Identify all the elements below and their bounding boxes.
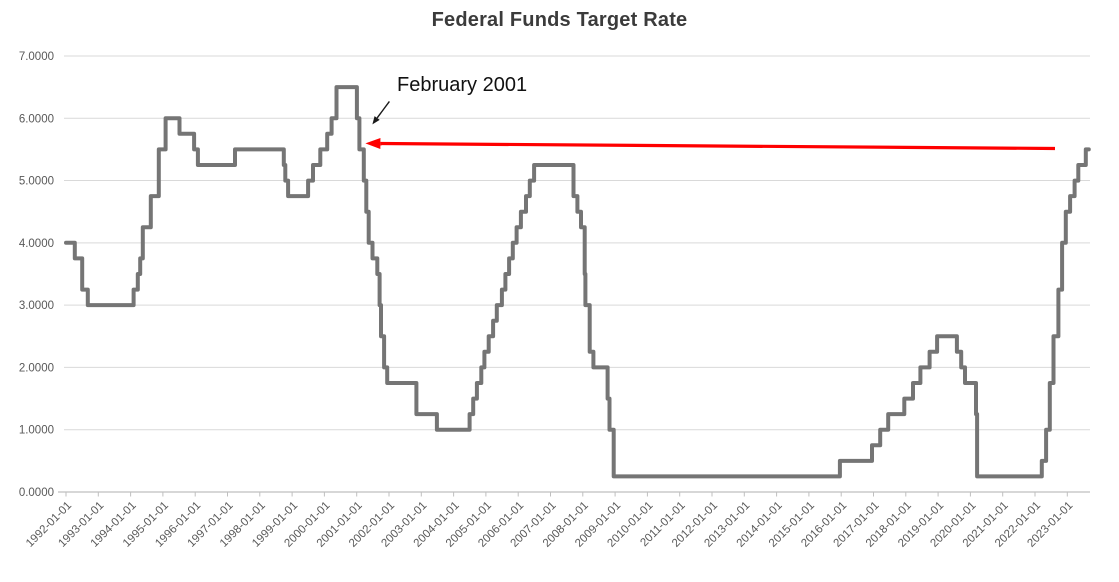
y-axis-tick-label: 7.0000 bbox=[19, 51, 54, 63]
y-axis-tick-label: 4.0000 bbox=[19, 238, 54, 250]
y-axis-tick-label: 6.0000 bbox=[19, 113, 54, 125]
series-line bbox=[64, 85, 1091, 479]
annotation-label: February 2001 bbox=[397, 74, 528, 96]
annotation-arrow-shaft bbox=[380, 141, 1056, 151]
x-axis-labels: 1992-01-011993-01-011994-01-011995-01-01… bbox=[24, 500, 1075, 550]
annotation-pointer-arrow-head bbox=[372, 116, 380, 125]
x-axis-ticks bbox=[65, 492, 1068, 497]
annotation-arrow bbox=[365, 138, 1056, 151]
chart-title: Federal Funds Target Rate bbox=[431, 9, 688, 31]
annotation-pointer-arrow-shaft bbox=[376, 100, 390, 119]
y-axis-tick-label: 5.0000 bbox=[19, 176, 54, 188]
y-axis-tick-label: 0.0000 bbox=[19, 487, 54, 499]
gridlines bbox=[64, 55, 1090, 431]
y-axis-tick-label: 2.0000 bbox=[19, 362, 54, 374]
y-axis-tick-label: 3.0000 bbox=[19, 300, 54, 312]
y-axis-labels: 0.0000 1.0000 2.0000 3.0000 4.0000 5.0000 6.00… bbox=[19, 51, 54, 499]
annotation-pointer-arrow bbox=[372, 100, 390, 125]
y-axis-tick-label: 1.0000 bbox=[19, 425, 54, 437]
annotation-arrow-head bbox=[365, 138, 381, 150]
